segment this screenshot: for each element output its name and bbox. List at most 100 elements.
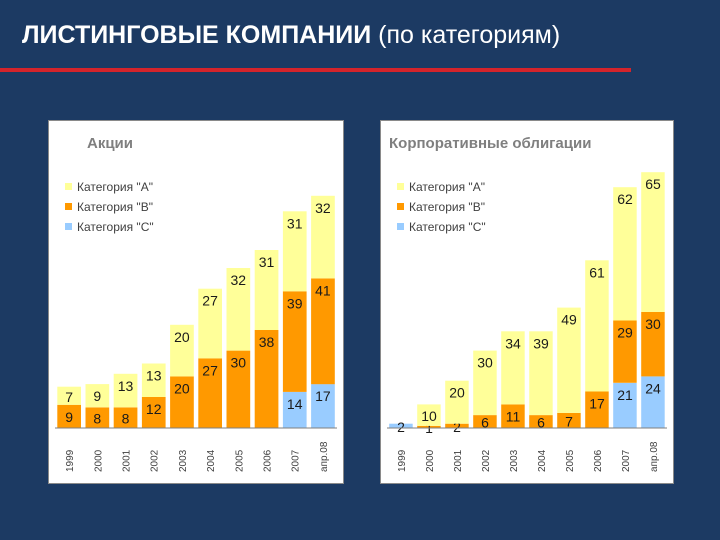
slide-title: ЛИСТИНГОВЫЕ КОМПАНИИ (по категориям) — [22, 20, 662, 51]
stocks-value-label-a-2004: 27 — [202, 293, 218, 309]
stocks-tick-label-2005: 2005 — [234, 449, 245, 472]
bonds-bar-a-2001 — [445, 380, 469, 424]
stocks-bar-b-2004 — [198, 358, 222, 428]
bonds-tick-label-2006: 2006 — [593, 449, 604, 472]
bonds-value-label-b-2006: 17 — [589, 395, 605, 411]
slide-title-bold: ЛИСТИНГОВЫЕ КОМПАНИИ — [22, 21, 372, 49]
bonds-tick-label-1999: 1999 — [397, 449, 408, 472]
bonds-bar-a-2004 — [529, 331, 553, 416]
bonds-value-label-a-2002: 30 — [477, 355, 493, 371]
bonds-legend-swatch-1 — [397, 203, 404, 210]
bonds-bar-b-2004 — [529, 415, 553, 428]
bonds-bar-b-2007 — [613, 320, 637, 383]
stocks-bar-a-1999 — [57, 386, 81, 405]
bonds-bar-a-2002 — [473, 350, 497, 416]
stocks-bar-a-2007 — [282, 211, 307, 292]
bonds-tick-label-2007: 2007 — [621, 449, 632, 472]
bonds-chart-title: Корпоративные облигации — [389, 135, 591, 152]
stocks-value-label-a-2002: 13 — [146, 368, 162, 384]
stocks-tick-label-2002: 2002 — [150, 449, 161, 472]
stocks-tick-label-2001: 2001 — [122, 449, 133, 472]
bonds-value-label-b-апр.08: 30 — [645, 316, 661, 332]
stocks-value-label-a-2001: 13 — [118, 378, 134, 394]
bonds-bar-b-2003 — [501, 404, 525, 428]
bonds-value-label-c-1999: 2 — [397, 419, 405, 435]
stocks-tick-label-2004: 2004 — [206, 449, 217, 472]
bonds-bar-a-2005 — [557, 307, 581, 413]
stocks-legend-label-2: Категория "C" — [77, 220, 154, 234]
bonds-legend-label-2: Категория "C" — [409, 220, 486, 234]
stocks-chart-panel: Акции Категория "A" Категория "B" Категория… — [48, 120, 344, 484]
stocks-chart-title: Акции — [87, 135, 133, 152]
bonds-value-label-a-2007: 62 — [617, 191, 633, 207]
stocks-bar-b-2001 — [113, 407, 138, 428]
stocks-value-label-b-2006: 38 — [259, 334, 275, 350]
bonds-bar-b-2005 — [557, 412, 581, 428]
stocks-tick-label-2007: 2007 — [291, 449, 302, 472]
bonds-tick-label-2003: 2003 — [509, 449, 520, 472]
bonds-bar-a-2007 — [613, 187, 637, 321]
stocks-bar-b-2005 — [226, 350, 251, 428]
stocks-value-label-c-2007: 14 — [287, 396, 303, 412]
stocks-bar-a-апр.08 — [311, 195, 335, 279]
stocks-tick-label-2003: 2003 — [178, 449, 189, 472]
bonds-bar-c-1999 — [389, 423, 413, 428]
bonds-value-label-c-2007: 21 — [617, 387, 633, 403]
bonds-value-label-a-2001: 20 — [449, 385, 465, 401]
stocks-value-label-a-2006: 31 — [259, 254, 275, 270]
bonds-tick-label-2005: 2005 — [565, 449, 576, 472]
stocks-bar-a-2000 — [85, 384, 110, 408]
bonds-bar-c-апр.08 — [641, 376, 665, 428]
stocks-value-label-c-апр.08: 17 — [315, 388, 331, 404]
bonds-legend-label-0: Категория "A" — [409, 180, 485, 194]
stocks-legend-swatch-2 — [65, 223, 72, 230]
bonds-tick-label-2001: 2001 — [453, 449, 464, 472]
bonds-bar-a-2006 — [585, 260, 609, 392]
bonds-value-label-b-2004: 6 — [537, 415, 545, 431]
stocks-value-label-b-апр.08: 41 — [315, 282, 331, 298]
bonds-value-label-b-2005: 7 — [565, 414, 573, 430]
stocks-legend-swatch-0 — [65, 183, 72, 190]
bonds-bar-a-2003 — [501, 331, 525, 405]
stocks-bar-a-2002 — [141, 363, 166, 397]
bonds-value-label-a-апр.08: 65 — [645, 176, 661, 192]
stocks-bar-b-2000 — [85, 407, 110, 428]
stocks-bar-a-2001 — [113, 373, 138, 408]
stocks-value-label-b-2004: 27 — [202, 362, 218, 378]
stocks-bar-b-2006 — [254, 330, 279, 428]
bonds-tick-label-апр.08: апр.08 — [649, 441, 660, 472]
stocks-value-label-b-2005: 30 — [231, 355, 247, 371]
stocks-bar-a-2006 — [254, 250, 279, 330]
bonds-bar-b-2000 — [417, 425, 441, 428]
stocks-bar-a-2005 — [226, 268, 251, 351]
stocks-bar-b-апр.08 — [311, 278, 335, 385]
bonds-value-label-a-2004: 39 — [533, 335, 549, 351]
bonds-value-label-b-2007: 29 — [617, 325, 633, 341]
stocks-tick-label-2000: 2000 — [93, 449, 104, 472]
bonds-legend-swatch-2 — [397, 223, 404, 230]
stocks-value-label-a-2000: 9 — [93, 388, 101, 404]
bonds-bar-c-2007 — [613, 382, 637, 428]
bonds-category-band — [387, 429, 667, 481]
stocks-bar-b-1999 — [57, 404, 81, 428]
stocks-value-label-a-2007: 31 — [287, 215, 303, 231]
stocks-legend-label-0: Категория "A" — [77, 180, 153, 194]
stocks-value-label-b-2003: 20 — [174, 380, 190, 396]
stocks-bar-b-2002 — [141, 397, 166, 428]
stocks-bar-a-2004 — [198, 288, 222, 359]
stocks-value-label-a-2003: 20 — [174, 329, 190, 345]
stocks-bar-c-апр.08 — [311, 384, 335, 428]
bonds-bar-b-2002 — [473, 415, 497, 428]
stocks-value-label-b-2007: 39 — [287, 295, 303, 311]
stocks-legend-label-1: Категория "B" — [77, 200, 153, 214]
bonds-value-label-b-2003: 11 — [506, 408, 521, 424]
bonds-value-label-c-апр.08: 24 — [645, 380, 661, 396]
stocks-tick-label-апр.08: апр.08 — [319, 441, 330, 472]
bonds-value-label-a-2003: 34 — [505, 335, 521, 351]
stocks-bar-a-2003 — [170, 324, 194, 377]
stocks-tick-label-2006: 2006 — [263, 449, 274, 472]
bonds-bar-a-2000 — [417, 404, 441, 426]
bonds-tick-label-2000: 2000 — [425, 449, 436, 472]
stocks-value-label-b-2002: 12 — [146, 401, 162, 417]
bonds-chart: Корпоративные облигации Категория "A" Кате… — [387, 135, 667, 481]
